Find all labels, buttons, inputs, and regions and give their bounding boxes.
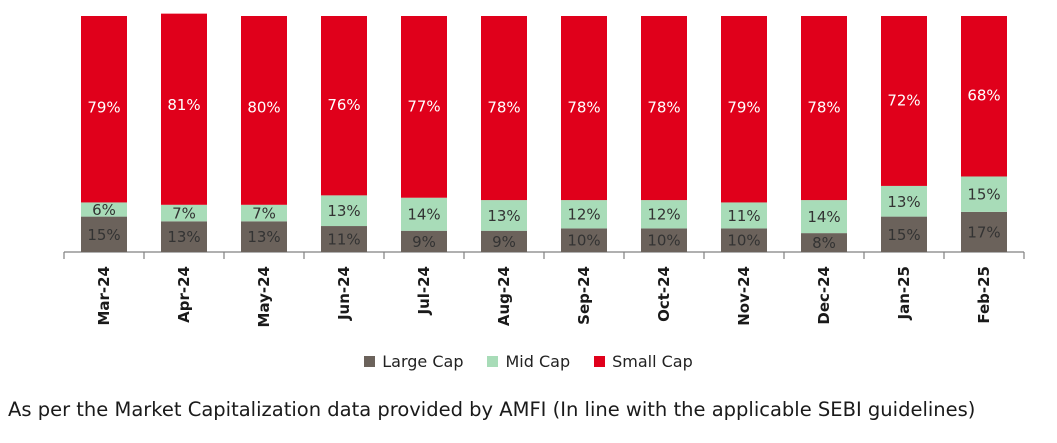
legend-label-large-cap: Large Cap — [382, 352, 464, 371]
data-label-large-cap-may-24: 13% — [247, 228, 280, 246]
bar-small-cap-may-24 — [241, 16, 287, 205]
legend-item-small-cap: Small Cap — [594, 352, 693, 371]
data-label-small-cap-jun-24: 76% — [327, 96, 360, 114]
data-label-large-cap-jul-24: 9% — [412, 233, 436, 251]
x-tick-label-may-24: May-24 — [255, 266, 273, 327]
bar-mid-cap-jul-24 — [401, 197, 447, 231]
x-tick-label-sep-24: Sep-24 — [575, 266, 593, 325]
bar-large-cap-dec-24 — [801, 233, 847, 252]
data-label-mid-cap-dec-24: 14% — [807, 208, 840, 226]
data-label-mid-cap-may-24: 7% — [252, 205, 276, 223]
data-label-large-cap-aug-24: 9% — [492, 233, 516, 251]
x-tick-label-jun-24: Jun-24 — [335, 266, 353, 321]
data-label-small-cap-nov-24: 79% — [727, 99, 760, 117]
x-tick-label-feb-25: Feb-25 — [975, 266, 993, 324]
bar-mid-cap-apr-24 — [161, 204, 207, 222]
chart-legend: Large Cap Mid Cap Small Cap — [0, 352, 1057, 371]
x-tick-label-aug-24: Aug-24 — [495, 266, 513, 326]
data-label-small-cap-may-24: 80% — [247, 99, 280, 117]
legend-swatch-mid-cap — [487, 356, 499, 367]
data-label-mid-cap-feb-25: 15% — [967, 186, 1000, 204]
stacked-bar-chart: 15% 6% 79% Mar-24 13% 7% 81% Apr-24 13% 7% 80% May-… — [63, 13, 1025, 327]
data-label-small-cap-jan-25: 72% — [887, 91, 920, 109]
bar-large-cap-apr-24 — [161, 221, 207, 252]
bar-large-cap-mar-24 — [81, 216, 127, 252]
bar-mid-cap-oct-24 — [641, 200, 687, 229]
bar-small-cap-oct-24 — [641, 16, 687, 201]
bar-small-cap-mar-24 — [81, 16, 127, 203]
bar-large-cap-may-24 — [241, 221, 287, 252]
x-tick-label-nov-24: Nov-24 — [735, 266, 753, 326]
bar-large-cap-nov-24 — [721, 228, 767, 252]
bar-small-cap-sep-24 — [561, 16, 607, 201]
data-label-large-cap-sep-24: 10% — [567, 232, 600, 250]
bar-mid-cap-mar-24 — [81, 202, 127, 217]
data-label-mid-cap-nov-24: 11% — [727, 207, 760, 225]
data-label-small-cap-jul-24: 77% — [407, 97, 440, 115]
bar-mid-cap-dec-24 — [801, 200, 847, 234]
x-tick-label-dec-24: Dec-24 — [815, 266, 833, 325]
bar-small-cap-apr-24 — [161, 13, 207, 205]
legend-label-small-cap: Small Cap — [612, 352, 693, 371]
bar-large-cap-jan-25 — [881, 216, 927, 252]
bar-small-cap-feb-25 — [961, 16, 1007, 177]
data-label-mid-cap-sep-24: 12% — [567, 206, 600, 224]
bar-small-cap-nov-24 — [721, 16, 767, 203]
x-tick-label-jul-24: Jul-24 — [415, 266, 433, 316]
bar-small-cap-jul-24 — [401, 16, 447, 198]
data-label-small-cap-dec-24: 78% — [807, 99, 840, 117]
bar-mid-cap-jun-24 — [321, 195, 367, 227]
bar-large-cap-jun-24 — [321, 226, 367, 252]
legend-swatch-small-cap — [594, 356, 606, 367]
x-tick-label-mar-24: Mar-24 — [95, 266, 113, 326]
data-label-mid-cap-jun-24: 13% — [327, 202, 360, 220]
bar-small-cap-jan-25 — [881, 16, 927, 186]
data-label-mid-cap-mar-24: 6% — [92, 201, 116, 219]
bar-mid-cap-aug-24 — [481, 200, 527, 231]
legend-swatch-large-cap — [364, 356, 376, 367]
data-label-mid-cap-jul-24: 14% — [407, 206, 440, 224]
data-label-large-cap-mar-24: 15% — [87, 226, 120, 244]
legend-item-mid-cap: Mid Cap — [487, 352, 570, 371]
data-label-large-cap-apr-24: 13% — [167, 228, 200, 246]
x-tick-label-oct-24: Oct-24 — [655, 266, 673, 322]
bar-mid-cap-nov-24 — [721, 202, 767, 229]
legend-label-mid-cap: Mid Cap — [505, 352, 571, 371]
data-label-small-cap-apr-24: 81% — [167, 96, 200, 114]
bar-mid-cap-sep-24 — [561, 200, 607, 229]
data-label-small-cap-feb-25: 68% — [967, 87, 1000, 105]
bar-large-cap-feb-25 — [961, 211, 1007, 252]
data-label-large-cap-oct-24: 10% — [647, 232, 680, 250]
data-label-large-cap-nov-24: 10% — [727, 232, 760, 250]
data-label-large-cap-jun-24: 11% — [327, 231, 360, 249]
data-label-small-cap-aug-24: 78% — [487, 99, 520, 117]
data-label-mid-cap-jan-25: 13% — [887, 193, 920, 211]
data-label-mid-cap-apr-24: 7% — [172, 205, 196, 223]
bar-large-cap-sep-24 — [561, 228, 607, 252]
bar-mid-cap-jan-25 — [881, 185, 927, 217]
bar-large-cap-aug-24 — [481, 230, 527, 252]
bar-mid-cap-may-24 — [241, 204, 287, 222]
x-tick-label-jan-25: Jan-25 — [895, 266, 913, 320]
bar-small-cap-aug-24 — [481, 16, 527, 201]
data-label-large-cap-dec-24: 8% — [812, 234, 836, 252]
data-label-mid-cap-oct-24: 12% — [647, 206, 680, 224]
bar-small-cap-jun-24 — [321, 16, 367, 196]
bar-large-cap-oct-24 — [641, 228, 687, 252]
data-label-mid-cap-aug-24: 13% — [487, 207, 520, 225]
legend-item-large-cap: Large Cap — [364, 352, 463, 371]
data-label-small-cap-oct-24: 78% — [647, 99, 680, 117]
bar-large-cap-jul-24 — [401, 230, 447, 252]
bar-small-cap-dec-24 — [801, 16, 847, 201]
data-label-small-cap-mar-24: 79% — [87, 99, 120, 117]
footnote: As per the Market Capitalization data pr… — [8, 398, 976, 421]
data-label-large-cap-jan-25: 15% — [887, 226, 920, 244]
data-label-small-cap-sep-24: 78% — [567, 99, 600, 117]
data-label-large-cap-feb-25: 17% — [967, 223, 1000, 241]
x-tick-label-apr-24: Apr-24 — [175, 266, 193, 323]
bar-mid-cap-feb-25 — [961, 176, 1007, 212]
